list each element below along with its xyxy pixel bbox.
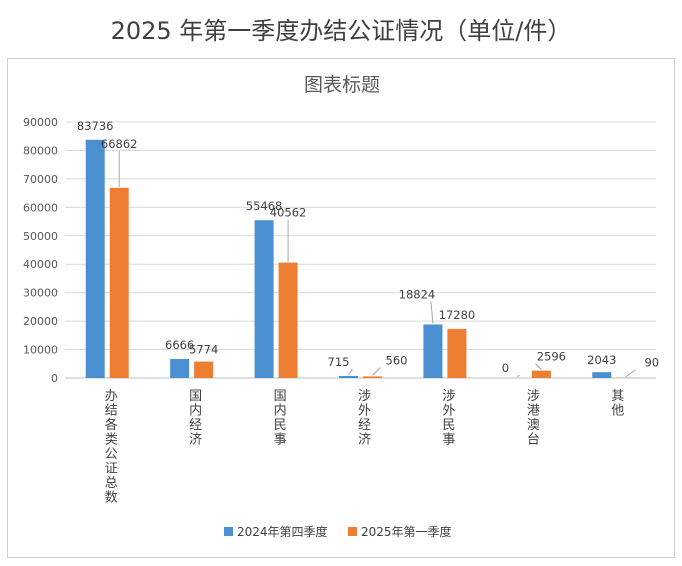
category-label-char: 其: [611, 389, 624, 404]
page-title: 2025 年第一季度办结公证情况（单位/件）: [110, 17, 572, 45]
category-label-char: 内: [189, 403, 202, 419]
bar: [592, 372, 612, 378]
bar: [254, 220, 274, 378]
category-label-char: 台: [527, 433, 540, 448]
data-label: 90: [644, 356, 659, 370]
category-label-char: 涉: [358, 389, 371, 404]
data-label: 2043: [587, 353, 616, 367]
y-tick-label: 70000: [23, 173, 58, 186]
leader-line: [430, 301, 434, 324]
category-label-char: 涉: [442, 389, 455, 404]
data-label: 18824: [399, 287, 436, 301]
category-label-char: 国: [189, 389, 202, 404]
category-label-char: 外: [442, 404, 455, 419]
category-label-char: 国: [274, 389, 287, 404]
category-label-char: 公: [105, 447, 118, 462]
category-label-char: 证: [105, 462, 118, 477]
bar: [363, 376, 382, 378]
y-tick-label: 60000: [23, 201, 58, 214]
category-label-char: 涉: [527, 389, 540, 404]
bar: [194, 361, 214, 378]
leader-line: [535, 363, 542, 370]
bar: [531, 370, 551, 378]
data-label: 17280: [439, 308, 476, 322]
bar: [447, 328, 467, 378]
category-label-char: 外: [358, 404, 371, 419]
data-label: 560: [386, 353, 408, 367]
y-tick-label: 90000: [23, 116, 58, 129]
y-tick-label: 50000: [23, 230, 58, 243]
data-label: 55468: [246, 199, 283, 213]
legend-label: 2024年第四季度: [237, 524, 328, 539]
category-label-char: 数: [105, 491, 118, 506]
bar-chart: 图表标题 0 10000 20000 30000 40000 50000 60000 70000…: [23, 74, 659, 539]
category-label-char: 经: [189, 418, 202, 433]
category-label-char: 事: [442, 433, 455, 448]
category-label-char: 澳: [527, 417, 540, 433]
bar: [85, 139, 105, 378]
bar: [170, 359, 190, 378]
category-label-char: 港: [527, 404, 540, 419]
y-tick-label: 80000: [23, 144, 58, 157]
category-label-char: 事: [274, 433, 287, 448]
bar: [278, 262, 298, 378]
category-label-char: 类: [105, 433, 118, 448]
data-label: 66862: [101, 137, 138, 151]
category-label-char: 他: [611, 404, 624, 419]
category-label-char: 经: [358, 418, 371, 433]
chart-frame: 图表标题 0 10000 20000 30000 40000 50000 60000 70000…: [7, 58, 675, 558]
data-label: 5774: [189, 343, 218, 357]
leader-line: [372, 367, 381, 376]
legend-swatch: [348, 527, 357, 536]
category-label-char: 总: [105, 476, 118, 491]
category-label-char: 结: [105, 404, 118, 419]
category-label-char: 民: [442, 418, 455, 433]
bar: [423, 324, 443, 378]
category-label-char: 办: [105, 389, 118, 404]
category-label-char: 内: [274, 403, 287, 419]
category-label-char: 民: [274, 418, 287, 433]
bar: [109, 187, 129, 378]
y-tick-label: 30000: [23, 287, 58, 300]
category-label-char: 各: [105, 417, 118, 433]
y-tick-label: 10000: [23, 344, 58, 357]
bar: [339, 375, 358, 378]
y-tick-label: 40000: [23, 258, 58, 271]
category-label-char: 济: [358, 433, 371, 448]
leader-line: [517, 374, 520, 378]
data-label: 83736: [77, 119, 114, 133]
category-label-char: 济: [189, 433, 202, 448]
data-label: 2596: [537, 350, 566, 364]
data-label: 0: [502, 361, 509, 375]
data-label: 40562: [270, 206, 307, 220]
leader-line: [348, 368, 353, 376]
y-tick-label: 0: [51, 372, 58, 385]
y-tick-label: 20000: [23, 315, 58, 328]
legend-label: 2025年第一季度: [361, 524, 452, 539]
data-label: 6666: [165, 338, 194, 352]
data-label: 715: [328, 355, 350, 369]
leader-line: [625, 369, 637, 378]
chart-title: 图表标题: [304, 74, 380, 96]
legend-swatch: [224, 527, 233, 536]
